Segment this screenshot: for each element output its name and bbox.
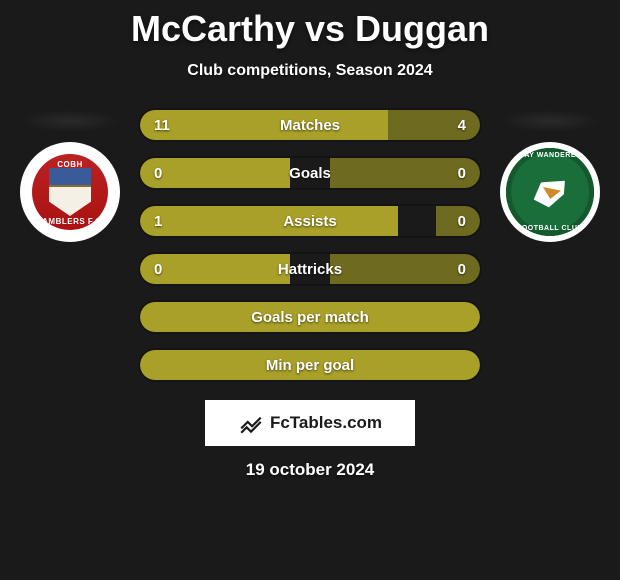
stat-row: 0 0 Hattricks (140, 254, 480, 284)
left-crest-ring-bottom: RAMBLERS F.C. (32, 217, 108, 226)
stat-row: 1 0 Assists (140, 206, 480, 236)
stat-right-value: 0 (458, 261, 466, 278)
stat-bars: 11 4 Matches 0 0 Goals 1 0 Assists 0 0 Hattricks Goa… (140, 110, 480, 380)
stat-right-value: 0 (458, 213, 466, 230)
right-team-crest: BRAY WANDERERS FOOTBALL CLUB (500, 142, 600, 242)
right-crest-ring-top: BRAY WANDERERS (506, 152, 594, 159)
left-side: COBH RAMBLERS F.C. (10, 110, 130, 242)
stat-label: Goals (289, 165, 331, 182)
brand-badge: FcTables.com (205, 400, 415, 446)
subtitle: Club competitions, Season 2024 (0, 62, 620, 80)
seagull-icon (525, 167, 575, 217)
comparison-panel: COBH RAMBLERS F.C. 11 4 Matches 0 0 Goals 1 0 As… (0, 110, 620, 380)
page-title: McCarthy vs Duggan (0, 0, 620, 50)
left-crest-ring-top: COBH (32, 160, 108, 169)
crest-shadow-right (500, 110, 600, 132)
stat-right-value: 4 (458, 117, 466, 134)
crest-shadow-left (20, 110, 120, 132)
right-crest-ring-bottom: FOOTBALL CLUB (506, 225, 594, 232)
stat-label: Assists (283, 213, 336, 230)
stat-left-value: 0 (154, 261, 162, 278)
stat-left-value: 11 (154, 117, 170, 134)
stat-left-value: 1 (154, 213, 162, 230)
stat-row: Min per goal (140, 350, 480, 380)
stat-label: Goals per match (251, 309, 369, 326)
brand-text: FcTables.com (270, 413, 382, 433)
stat-label: Min per goal (266, 357, 354, 374)
stat-row: Goals per match (140, 302, 480, 332)
stat-label: Hattricks (278, 261, 342, 278)
stat-label: Matches (280, 117, 340, 134)
right-side: BRAY WANDERERS FOOTBALL CLUB (490, 110, 610, 242)
stat-row: 11 4 Matches (140, 110, 480, 140)
stat-left-value: 0 (154, 165, 162, 182)
footer-date: 19 october 2024 (0, 460, 620, 480)
chart-icon (238, 410, 264, 436)
stat-row: 0 0 Goals (140, 158, 480, 188)
stat-right-value: 0 (458, 165, 466, 182)
left-team-crest: COBH RAMBLERS F.C. (20, 142, 120, 242)
